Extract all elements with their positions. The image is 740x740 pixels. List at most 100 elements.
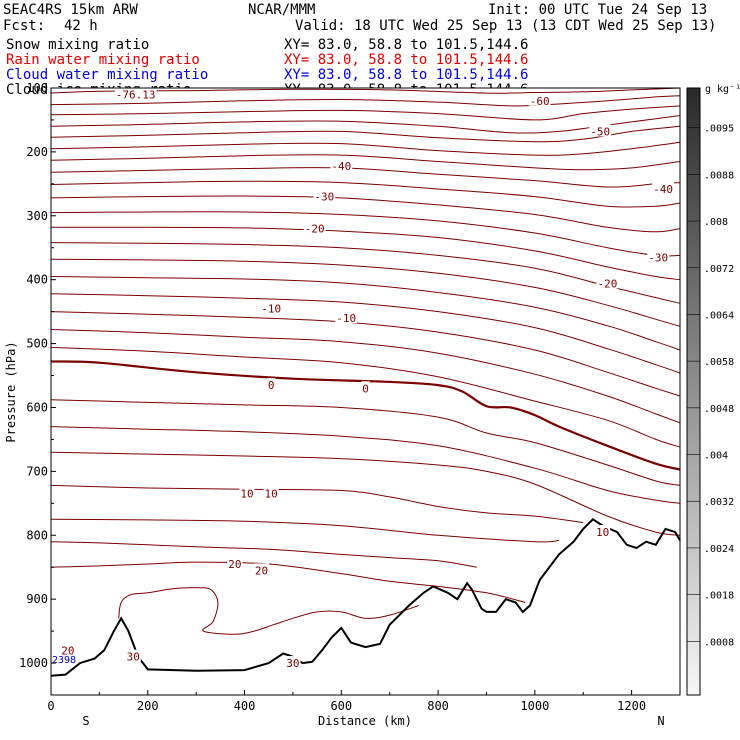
contour-label-12: 0	[268, 379, 275, 392]
isotherm-22	[50, 426, 681, 504]
y-axis-label: Pressure (hPa)	[4, 341, 18, 442]
plot-frame	[50, 87, 681, 696]
south-label: S	[82, 714, 89, 728]
contour-label-bg-13	[361, 381, 370, 394]
center-label: NCAR/MMM	[248, 2, 315, 18]
isotherm-25	[50, 518, 560, 543]
isotherm-20	[50, 360, 681, 471]
y-tick-label-8: 800	[26, 528, 48, 542]
isotherm-24	[50, 484, 584, 523]
contour-label-3: -50	[590, 125, 610, 138]
contour-label-bg-17	[227, 557, 243, 570]
y-tick-label-3: 300	[26, 209, 48, 223]
colorbar-labels: .0095 .0088 .008 .0072 .0064 .0058 .0048 .004 .0…	[687, 124, 734, 648]
isotherm-21	[50, 399, 681, 486]
isotherm-14	[50, 258, 681, 327]
init-time: Init: 00 UTC Tue 24 Sep 13	[488, 2, 707, 18]
terrain-line	[50, 518, 681, 677]
contour-label-bg-16	[594, 525, 611, 538]
forecast-label: Fcst:	[3, 18, 45, 34]
terrain-profile	[50, 518, 681, 677]
colorbar-label-12: .0008	[704, 637, 734, 648]
y-tick-label-5: 500	[26, 337, 48, 351]
y-tick-label-4: 400	[26, 273, 48, 287]
contour-label-bg-2	[528, 93, 551, 106]
colorbar-label-2: .0088	[704, 170, 734, 181]
y-tick-label-10: 1000	[19, 656, 48, 670]
isotherm-7	[50, 154, 681, 171]
isotherm-15	[50, 276, 681, 351]
contour-label-4: -40	[331, 160, 351, 173]
contour-label-bg-1	[114, 87, 157, 100]
contour-label-bg-20	[125, 649, 141, 662]
contour-label-10: -10	[261, 302, 281, 315]
contour-label-bg-8	[303, 221, 326, 234]
contour-label-bg-5	[652, 181, 674, 194]
y-axis-ticks: 100 200 300 400 500 600 700 800 900 1000	[19, 81, 56, 670]
x-axis-label: Distance (km)	[318, 714, 412, 728]
contour-label-13: 0	[362, 382, 369, 395]
contour-label-15: 10	[265, 488, 278, 501]
contour-label-20: 30	[127, 651, 140, 664]
legend-name-2: Rain water mixing ratio	[6, 52, 200, 68]
y-tick-label-1: 100	[26, 81, 48, 95]
contour-label-bg-14	[239, 486, 255, 499]
contour-label-6: -30	[314, 191, 334, 204]
contour-label-bg-9	[596, 276, 619, 289]
contour-label-bg-15	[263, 486, 279, 499]
colorbar-label-3: .008	[704, 217, 728, 228]
contour-label-8: -20	[305, 223, 325, 236]
isotherm-17	[50, 311, 681, 397]
legend-xy-3: XY= 83.0, 58.8 to 101.5,144.6	[284, 67, 528, 83]
isotherm-19	[50, 346, 681, 448]
contour-label-bg-7	[647, 250, 670, 263]
isotherm-6	[50, 141, 681, 156]
colorbar: g kg⁻¹ .0095 .0088 .008 .0072 .0064 .0058 .004…	[686, 84, 740, 696]
contour-label-11: -10	[336, 312, 356, 325]
x-tick-label-4: 600	[330, 699, 352, 713]
colorbar-label-5: .0064	[704, 310, 734, 321]
colorbar-label-10: .0024	[704, 544, 734, 555]
contour-labels: -76.13 -60 -50 -40 -40 -30 -30 -20 -20 -10 -10 0 0 10…	[60, 87, 674, 670]
isotherm-8	[50, 167, 681, 188]
isotherm-11	[50, 211, 681, 257]
contour-label-18: 20	[255, 564, 268, 577]
isotherm-23	[50, 451, 681, 536]
temperature-contours	[50, 87, 681, 635]
isotherm-28	[118, 587, 419, 635]
isotherm-16	[50, 293, 681, 374]
contour-label-bg-10	[260, 301, 283, 314]
legend-name-3: Cloud water mixing ratio	[6, 67, 208, 83]
colorbar-unit: g kg⁻¹	[705, 84, 740, 95]
x-tick-label-1: 0	[47, 699, 54, 713]
x-tick-label-7: 1200	[617, 699, 646, 713]
colorbar-ramp	[686, 87, 701, 696]
colorbar-label-4: .0072	[704, 264, 734, 275]
corner-value-label: 2398	[52, 655, 76, 666]
colorbar-label-1: .0095	[704, 124, 734, 135]
contour-label-2: -60	[530, 95, 550, 108]
contour-label-bg-21	[285, 656, 301, 669]
legend-xy-1: XY= 83.0, 58.8 to 101.5,144.6	[284, 37, 528, 53]
y-tick-label-9: 900	[26, 592, 48, 606]
colorbar-label-8: .004	[704, 451, 728, 462]
contour-label-9: -20	[597, 278, 617, 291]
north-label: N	[657, 714, 664, 728]
contour-label-bg-11	[335, 311, 358, 324]
contour-label-19: 20	[61, 644, 74, 657]
colorbar-label-9: .0032	[704, 497, 734, 508]
contour-label-bg-12	[266, 378, 276, 391]
y-tick-label-7: 700	[26, 464, 48, 478]
contour-label-1: -76.13	[116, 88, 156, 101]
x-tick-label-6: 1000	[520, 699, 549, 713]
isotherm-13	[50, 242, 681, 304]
x-tick-label-5: 800	[427, 699, 449, 713]
valid-time: Valid: 18 UTC Wed 25 Sep 13 (13 CDT Wed …	[295, 18, 716, 34]
contour-label-bg-4	[330, 158, 353, 171]
contour-label-bg-6	[313, 189, 336, 202]
contour-label-16: 10	[596, 526, 609, 539]
forecast-hours: 42 h	[64, 18, 98, 34]
isotherm-27	[50, 561, 526, 603]
isotherm-12	[50, 226, 681, 281]
